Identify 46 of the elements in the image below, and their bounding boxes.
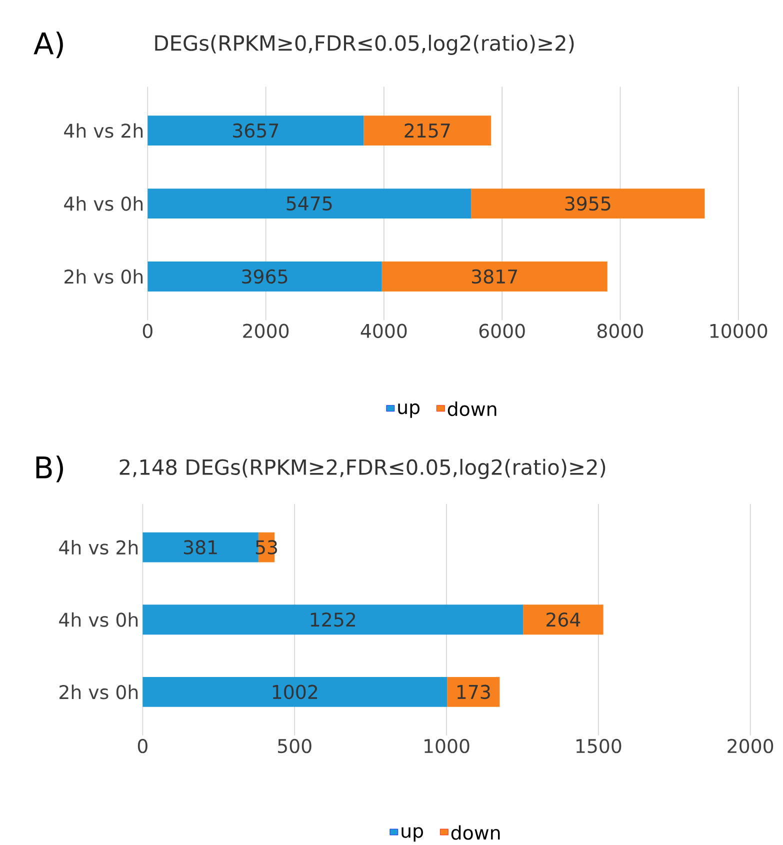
x-tick-label: 4000 xyxy=(360,324,407,338)
bar xyxy=(522,604,604,635)
chart-subtitle: DEGs(RPKM≥0,FDR≤0.05,log2(ratio)≥2) xyxy=(155,34,574,55)
bar xyxy=(470,188,705,219)
y-tick-label: 4h vs 2h xyxy=(64,123,142,138)
chart-subtitle: 2,148 DEGs(RPKM≥2,FDR≤0.05,log2(ratio)≥2) xyxy=(120,458,606,480)
bar xyxy=(446,676,500,707)
x-tick-label: 1500 xyxy=(576,738,622,754)
bar xyxy=(148,262,382,292)
bar xyxy=(142,676,447,707)
x-tick-label: 500 xyxy=(278,738,312,754)
data-label: 264 xyxy=(546,612,580,627)
data-label: 173 xyxy=(457,684,490,700)
chart-title: B) xyxy=(36,456,63,482)
x-tick-label: 0 xyxy=(142,324,152,338)
x-tick-label: 2000 xyxy=(243,324,288,338)
legend-label: up xyxy=(398,403,420,418)
legend-label: down xyxy=(451,825,500,840)
bar xyxy=(148,188,471,219)
data-label: 3965 xyxy=(242,269,288,284)
data-label: 3657 xyxy=(232,123,278,138)
data-label: 3955 xyxy=(565,196,610,211)
data-label: 5475 xyxy=(286,196,332,211)
data-label: 1002 xyxy=(272,684,317,700)
y-tick-label: 4h vs 0h xyxy=(64,196,142,211)
data-label: 3817 xyxy=(472,269,517,284)
chart-title: A) xyxy=(34,32,63,58)
legend-label: down xyxy=(448,402,496,416)
bar xyxy=(142,604,523,635)
y-tick-label: 2h vs 0h xyxy=(59,684,138,700)
bar xyxy=(364,116,491,146)
x-tick-label: 8000 xyxy=(597,324,643,338)
data-label: 1252 xyxy=(310,612,355,627)
x-tick-label: 10000 xyxy=(710,324,768,338)
legend-label: up xyxy=(402,827,423,842)
data-label: 381 xyxy=(184,540,217,554)
bar xyxy=(148,116,364,146)
x-tick-label: 0 xyxy=(138,738,148,754)
data-label: 2157 xyxy=(404,123,450,138)
y-tick-label: 2h vs 0h xyxy=(64,269,142,284)
x-tick-label: 1000 xyxy=(424,738,470,754)
bar xyxy=(382,262,608,292)
y-tick-label: 4h vs 2h xyxy=(58,540,138,555)
y-tick-label: 4h vs 0h xyxy=(58,612,138,627)
x-tick-label: 6000 xyxy=(479,324,525,338)
x-tick-label: 2000 xyxy=(728,738,773,754)
